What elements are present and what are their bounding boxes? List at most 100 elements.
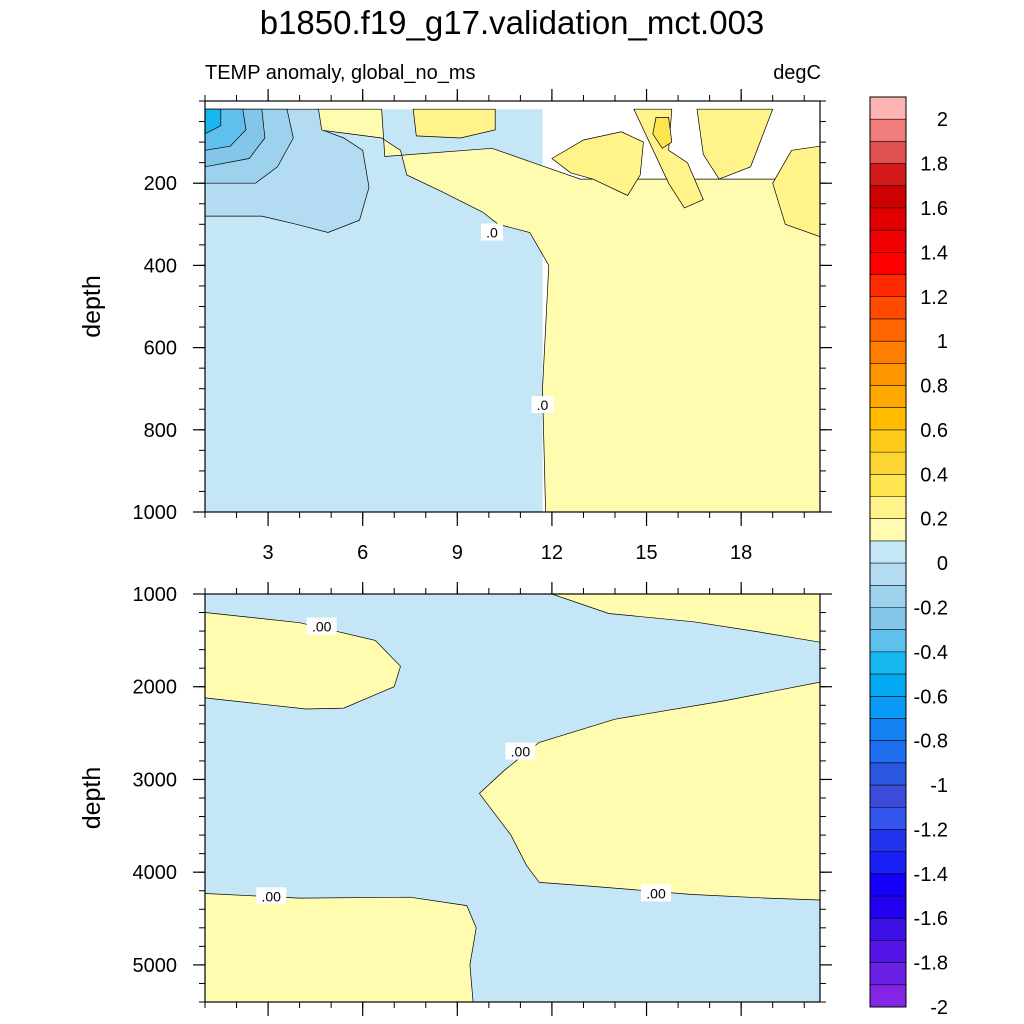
colorbar-swatch [870,962,906,986]
colorbar-swatch [870,540,906,564]
contour-label: .0 [481,223,503,241]
colorbar-swatch [870,385,906,409]
colorbar-swatch [870,207,906,231]
colorbar-label: 1.6 [920,198,948,220]
colorbar-frame [869,96,907,1008]
colorbar-swatch [870,762,906,786]
colorbar-label: -0.8 [914,731,948,753]
contour-label: .0 [531,396,554,414]
colorbar-swatch [870,740,906,764]
colorbar-label: 1.2 [920,287,948,309]
colorbar-swatch [870,429,906,453]
colorbar-swatch [870,651,906,675]
colorbar-swatch [870,696,906,719]
colorbar-swatch [870,984,906,1008]
colorbar-swatch [870,97,906,120]
y-axis-label: depth [78,767,106,830]
contour-label: .00 [306,617,337,635]
colorbar-swatch [870,807,906,830]
colorbar-label: 2 [937,109,948,131]
figure-title: b1850.f19_g17.validation_mct.003 [259,4,765,41]
colorbar-swatch [870,563,906,586]
svg-text:.00: .00 [511,744,531,760]
contour-label: .00 [505,742,536,760]
colorbar-swatch [870,674,906,697]
contour-region-0-2 [412,108,496,139]
contour-region-1-2 [551,594,820,643]
colorbar-label: 0.6 [920,420,948,442]
y-tick-label: 200 [144,173,177,195]
svg-text:.0: .0 [537,397,549,413]
colorbar-swatch [870,252,906,275]
colorbar-label: 1.8 [920,154,948,176]
x-tick-label: 12 [541,542,563,564]
colorbar-swatch [870,718,906,741]
colorbar-swatch [870,163,906,187]
y-tick-label: 1000 [133,584,178,606]
colorbar-swatch [870,585,906,608]
colorbar-swatch [870,940,906,963]
subtitle-left: TEMP anomaly, global_no_ms [205,62,476,84]
contour-region-0-3 [551,131,644,196]
colorbar-swatch [870,274,906,298]
contour-region-0-6 [772,145,820,237]
y-tick-label: 5000 [133,955,178,977]
x-tick-label: 6 [357,542,368,564]
y-tick-label: 2000 [133,677,178,699]
colorbar-swatch [870,452,906,475]
y-axis-label: depth [78,275,106,338]
colorbar-swatch [870,474,906,497]
svg-text:.00: .00 [312,618,332,634]
colorbar: 2 1.8 1.6 1.4 1.2 1 0.8 0.6 0.4 0.2 0 -0.2 -0.4 -0.6 -… [869,96,948,1019]
x-tick-label: 15 [635,542,657,564]
colorbar-swatch [870,896,906,919]
colorbar-swatch [870,318,906,342]
y-tick-label: 1000 [133,502,178,524]
colorbar-swatch [870,496,906,520]
colorbar-label: -1 [930,775,948,797]
colorbar-swatch [870,363,906,386]
colorbar-swatch [870,296,906,320]
colorbar-label: -0.2 [914,597,948,619]
colorbar-swatch [870,141,906,164]
colorbar-swatch [870,629,906,653]
colorbar-swatch [870,119,906,142]
colorbar-label: 0.2 [920,509,948,531]
subtitle-units: degC [773,62,821,84]
y-tick-label: 600 [144,338,177,360]
y-tick-label: 3000 [133,769,178,791]
colorbar-label: -2 [930,997,948,1019]
colorbar-swatch [870,851,906,875]
svg-text:.0: .0 [486,225,498,241]
x-tick-label: 18 [730,542,752,564]
contour-label: .00 [256,887,287,905]
y-tick-label: 800 [144,420,177,442]
colorbar-label: 1 [937,331,948,353]
colorbar-label: 1.4 [920,242,948,264]
contour-region-0-1 [314,108,820,512]
colorbar-swatch [870,607,906,630]
contour-region-0-7 [652,117,673,149]
colorbar-swatch [870,518,906,542]
colorbar-swatch [870,230,906,253]
colorbar-swatch [870,785,906,808]
colorbar-label: 0.8 [920,376,948,398]
lower-panel: 1000 2000 3000 4000 5000 depth .00 .00 .00 .00 [78,582,832,1016]
contour-region-1-3 [478,681,820,901]
colorbar-swatch [870,341,906,364]
colorbar-swatch [870,185,906,209]
svg-text:.00: .00 [261,888,281,904]
y-tick-label: 400 [144,255,177,277]
colorbar-swatch [870,829,906,852]
colorbar-label: -0.6 [914,686,948,708]
colorbar-label: -1.6 [914,908,948,930]
colorbar-swatch [870,407,906,431]
contour-region-1-4 [205,893,477,1002]
contour-region-0-5 [696,108,774,180]
contour-label: .00 [641,884,671,902]
upper-panel: 3 6 9 12 15 18 200 400 600 800 1000 depth .0 .0 [78,89,832,564]
y-tick-label: 4000 [133,862,178,884]
colorbar-label: -1.4 [914,864,948,886]
colorbar-label: -1.2 [914,819,948,841]
